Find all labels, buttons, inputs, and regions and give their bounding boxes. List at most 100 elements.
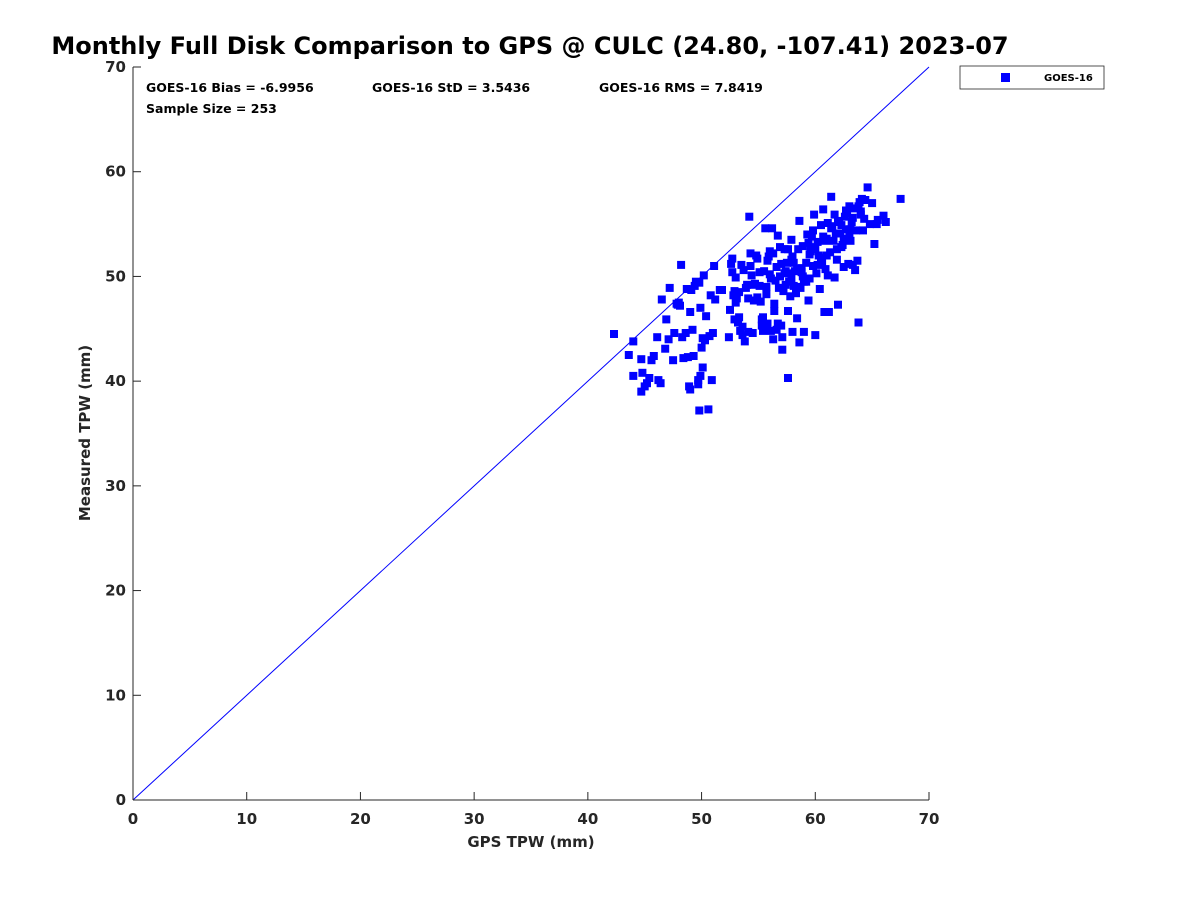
data-point <box>738 331 747 340</box>
data-point <box>756 297 765 306</box>
data-point <box>753 254 762 263</box>
data-point <box>670 329 679 337</box>
data-point <box>789 258 798 267</box>
data-point <box>743 280 752 289</box>
data-point <box>761 224 770 233</box>
data-point <box>794 245 803 254</box>
data-point <box>763 256 772 265</box>
data-point <box>748 329 757 337</box>
data-point <box>795 338 804 347</box>
x-tick-label: 20 <box>350 810 371 828</box>
data-point <box>739 266 748 275</box>
data-point <box>793 265 802 274</box>
legend: GOES-16 <box>959 65 1105 90</box>
data-point <box>638 368 647 377</box>
data-point <box>734 318 742 327</box>
data-point <box>735 313 744 322</box>
data-point <box>851 266 860 275</box>
data-point <box>669 356 678 365</box>
data-point <box>728 268 737 277</box>
data-point <box>662 315 671 324</box>
y-tick-label: 0 <box>116 791 126 809</box>
data-point <box>845 231 854 240</box>
data-point <box>688 325 697 334</box>
data-point <box>696 303 705 312</box>
data-point <box>861 196 870 204</box>
data-point <box>624 351 633 359</box>
data-point <box>838 241 847 249</box>
data-point <box>853 256 862 265</box>
data-point <box>673 300 682 309</box>
data-point <box>679 354 688 363</box>
data-point <box>832 255 841 264</box>
data-point <box>829 236 838 245</box>
data-point <box>804 296 813 305</box>
data-point <box>770 299 779 308</box>
data-point <box>870 240 879 248</box>
data-point <box>796 283 805 292</box>
data-point <box>815 285 824 293</box>
data-point <box>820 308 829 316</box>
x-tick-label: 60 <box>805 810 826 828</box>
data-point <box>711 295 720 304</box>
data-point <box>766 274 775 283</box>
data-point <box>653 333 662 342</box>
data-point <box>771 276 780 285</box>
data-points <box>610 183 905 415</box>
data-point <box>710 262 719 270</box>
data-point <box>803 230 812 239</box>
data-point <box>661 344 670 353</box>
data-point <box>811 245 820 254</box>
data-point <box>809 262 817 270</box>
one-to-one-reference-line <box>132 66 930 801</box>
data-point <box>637 355 646 364</box>
data-point <box>759 326 767 335</box>
data-point <box>809 226 817 235</box>
data-point <box>797 268 806 277</box>
data-point <box>839 234 848 243</box>
data-point <box>792 282 800 291</box>
x-tick-label: 0 <box>128 810 138 828</box>
data-point <box>678 333 687 342</box>
data-point <box>699 271 708 280</box>
data-point <box>860 214 869 223</box>
data-point <box>780 245 789 254</box>
data-point <box>773 231 782 240</box>
data-point <box>836 229 845 238</box>
data-point <box>724 333 733 342</box>
data-point <box>802 258 811 267</box>
data-point <box>765 270 774 279</box>
y-tick-label: 50 <box>105 267 126 285</box>
data-point <box>788 327 797 336</box>
data-point <box>872 220 881 229</box>
data-point <box>738 322 747 331</box>
x-tick-label: 10 <box>236 810 257 828</box>
y-axis-ticks: 0 10 20 30 40 50 60 70 <box>105 58 141 809</box>
data-point <box>769 335 778 344</box>
data-point <box>731 273 740 282</box>
data-point <box>863 183 872 192</box>
data-point <box>664 335 673 344</box>
data-point <box>647 356 656 365</box>
data-point <box>707 376 716 385</box>
y-tick-label: 20 <box>105 582 126 600</box>
data-point <box>774 283 783 292</box>
data-point <box>681 329 690 337</box>
data-point <box>827 224 836 233</box>
data-point <box>779 283 788 292</box>
data-point <box>785 277 794 286</box>
data-point <box>868 199 877 208</box>
data-point <box>781 267 790 276</box>
data-point <box>694 376 703 385</box>
y-tick-label: 30 <box>105 477 126 495</box>
data-point <box>696 371 705 380</box>
y-tick-label: 10 <box>105 686 126 704</box>
rms-annotation: GOES-16 RMS = 7.8419 <box>599 80 763 95</box>
x-axis-ticks: 0 10 20 30 40 50 60 70 <box>128 792 939 828</box>
data-point <box>873 215 882 224</box>
data-point <box>806 243 815 252</box>
data-point <box>896 194 905 203</box>
data-point <box>744 327 753 336</box>
data-point <box>637 387 646 396</box>
data-point <box>832 245 841 254</box>
